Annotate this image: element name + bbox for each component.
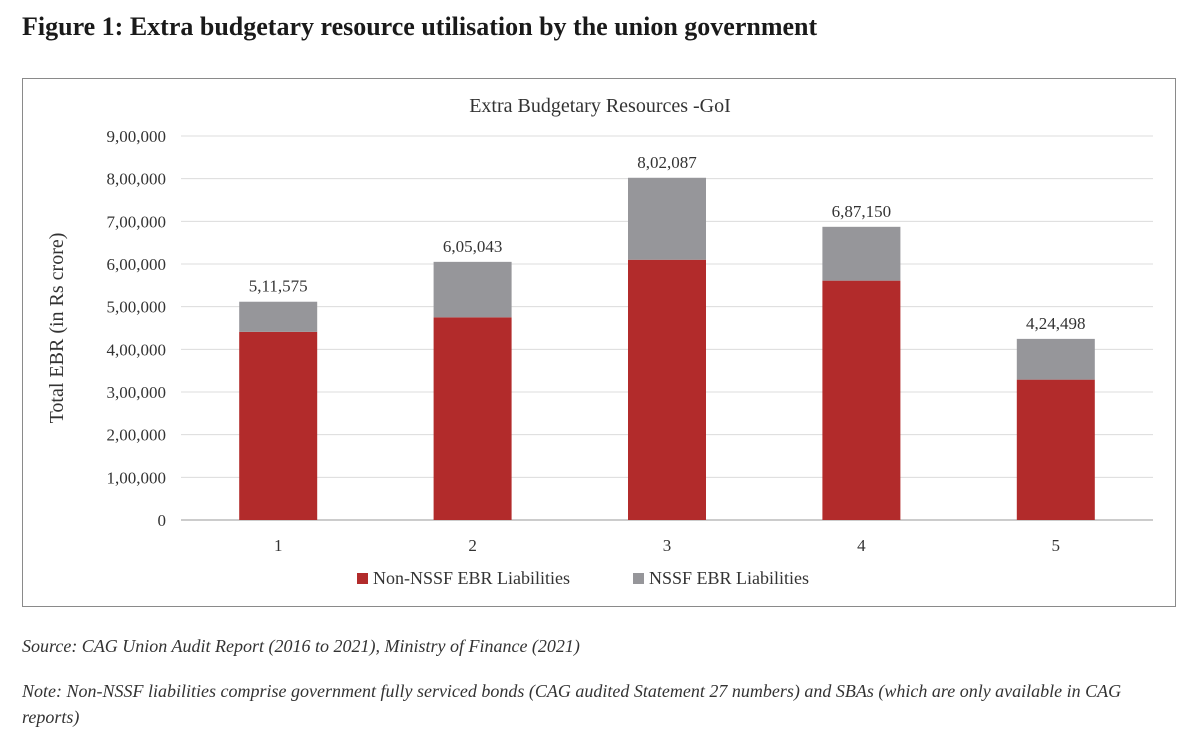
y-tick-label: 4,00,000 — [107, 340, 167, 359]
legend-non-nssf-label: Non-NSSF EBR Liabilities — [373, 568, 570, 588]
bar-non-nssf — [1016, 379, 1095, 520]
y-tick-label: 7,00,000 — [107, 212, 167, 231]
figure-title: Figure 1: Extra budgetary resource utili… — [22, 12, 818, 41]
chart-frame: Extra Budgetary Resources -GoI 0 1,00,000 2… — [22, 78, 1176, 607]
ebr-stacked-bar-chart: Extra Budgetary Resources -GoI 0 1,00,000 2… — [46, 95, 1153, 588]
bar-nssf — [822, 226, 901, 281]
total-data-label: 5,11,575 — [249, 277, 308, 296]
chart-title: Extra Budgetary Resources -GoI — [469, 95, 731, 117]
bar-non-nssf — [822, 280, 901, 520]
bar-nssf — [628, 177, 706, 260]
legend-nssf-label: NSSF EBR Liabilities — [649, 568, 809, 588]
bar-nssf — [1016, 338, 1095, 380]
y-tick-label: 6,00,000 — [107, 255, 167, 274]
y-tick-label: 0 — [158, 511, 167, 530]
bar-non-nssf — [628, 259, 706, 520]
x-tick-label: 5 — [1052, 536, 1061, 555]
legend-non-nssf-swatch — [357, 573, 368, 584]
y-tick-label: 9,00,000 — [107, 127, 167, 146]
total-data-label: 6,87,150 — [832, 202, 892, 221]
y-tick-label: 1,00,000 — [107, 468, 167, 487]
source-note: Source: CAG Union Audit Report (2016 to … — [22, 636, 580, 656]
bar-non-nssf — [239, 331, 318, 520]
total-data-label: 6,05,043 — [443, 237, 503, 256]
y-tick-label: 2,00,000 — [107, 426, 167, 445]
y-tick-label: 3,00,000 — [107, 383, 167, 402]
x-tick-label: 4 — [857, 536, 866, 555]
x-tick-label: 1 — [274, 536, 283, 555]
legend-nssf-swatch — [633, 573, 644, 584]
total-data-label: 8,02,087 — [637, 153, 697, 172]
y-tick-label: 5,00,000 — [107, 298, 167, 317]
footnote: Note: Non-NSSF liabilities comprise gove… — [22, 681, 1122, 727]
bar-non-nssf — [433, 317, 512, 520]
bar-nssf — [433, 261, 512, 318]
x-tick-label: 3 — [663, 536, 672, 555]
bar-nssf — [239, 301, 318, 332]
total-data-label: 4,24,498 — [1026, 314, 1086, 333]
x-tick-label: 2 — [468, 536, 477, 555]
y-tick-label: 8,00,000 — [107, 170, 167, 189]
y-axis-title: Total EBR (in Rs crore) — [46, 233, 68, 424]
